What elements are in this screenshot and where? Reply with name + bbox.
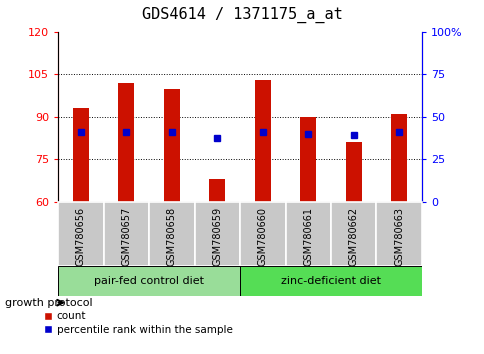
Bar <box>164 88 180 202</box>
Bar <box>300 117 316 202</box>
Legend: count, percentile rank within the sample: count, percentile rank within the sample <box>44 312 232 335</box>
Text: GSM780659: GSM780659 <box>212 207 222 266</box>
Bar <box>209 179 225 202</box>
Bar <box>58 202 104 266</box>
Bar <box>285 202 330 266</box>
Bar <box>194 202 240 266</box>
Text: GSM780657: GSM780657 <box>121 207 131 266</box>
Text: GSM780663: GSM780663 <box>393 207 403 266</box>
Text: GDS4614 / 1371175_a_at: GDS4614 / 1371175_a_at <box>142 7 342 23</box>
Bar <box>376 202 421 266</box>
Bar <box>240 266 421 296</box>
Text: zinc-deficient diet: zinc-deficient diet <box>280 275 380 286</box>
Bar <box>391 114 407 202</box>
Text: GSM780658: GSM780658 <box>166 207 177 266</box>
Text: GSM780660: GSM780660 <box>257 207 267 266</box>
Bar <box>149 202 194 266</box>
Text: GSM780656: GSM780656 <box>76 207 86 266</box>
Bar <box>254 80 270 202</box>
Text: GSM780661: GSM780661 <box>302 207 313 266</box>
Text: pair-fed control diet: pair-fed control diet <box>94 275 204 286</box>
Bar <box>330 202 376 266</box>
Bar <box>118 83 134 202</box>
Bar <box>104 202 149 266</box>
Text: GSM780662: GSM780662 <box>348 207 358 266</box>
Bar <box>240 202 285 266</box>
Text: growth protocol: growth protocol <box>5 298 92 308</box>
Bar <box>58 266 240 296</box>
Bar <box>345 142 361 202</box>
Bar <box>73 108 89 202</box>
